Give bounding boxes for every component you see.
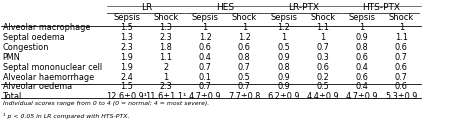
Text: 0.7: 0.7 (238, 82, 251, 92)
Text: Sepsis: Sepsis (270, 13, 297, 22)
Text: 0.2: 0.2 (317, 72, 329, 82)
Text: 5.3±0.9: 5.3±0.9 (385, 92, 418, 101)
Text: 1: 1 (202, 23, 208, 32)
Text: 4.4±0.9: 4.4±0.9 (307, 92, 339, 101)
Text: 0.6: 0.6 (395, 63, 408, 72)
Text: Septal mononuclear cell: Septal mononuclear cell (2, 63, 102, 72)
Text: LR: LR (141, 3, 152, 12)
Text: 0.7: 0.7 (199, 82, 211, 92)
Text: 0.4: 0.4 (356, 82, 368, 92)
Text: 2.3: 2.3 (159, 82, 172, 92)
Text: 1.2: 1.2 (199, 33, 211, 42)
Text: 0.6: 0.6 (356, 72, 368, 82)
Text: 0.8: 0.8 (356, 43, 368, 52)
Text: HTS-PTX: HTS-PTX (363, 3, 401, 12)
Text: 2: 2 (164, 63, 168, 72)
Text: 0.5: 0.5 (317, 82, 329, 92)
Text: 0.9: 0.9 (277, 53, 290, 62)
Text: Alveolar oedema: Alveolar oedema (2, 82, 72, 92)
Text: 1.3: 1.3 (120, 33, 133, 42)
Text: 0.5: 0.5 (277, 43, 290, 52)
Text: 1.8: 1.8 (159, 43, 173, 52)
Text: Shock: Shock (232, 13, 257, 22)
Text: 1.5: 1.5 (120, 23, 133, 32)
Text: ¹ p < 0.05 in LR compared with HTS-PTX.: ¹ p < 0.05 in LR compared with HTS-PTX. (2, 113, 129, 119)
Text: 0.6: 0.6 (356, 53, 368, 62)
Text: HES: HES (216, 3, 234, 12)
Text: 1.5: 1.5 (120, 82, 133, 92)
Text: 0.7: 0.7 (317, 43, 329, 52)
Text: 0.6: 0.6 (395, 43, 408, 52)
Text: 0.6: 0.6 (316, 63, 329, 72)
Text: Sepsis: Sepsis (348, 13, 375, 22)
Text: 2.3: 2.3 (120, 43, 133, 52)
Text: 0.7: 0.7 (199, 63, 211, 72)
Text: Congestion: Congestion (2, 43, 49, 52)
Text: 0.7: 0.7 (238, 63, 251, 72)
Text: 0.3: 0.3 (317, 53, 329, 62)
Text: 12.6±0.9¹: 12.6±0.9¹ (106, 92, 147, 101)
Text: 7.7±0.8: 7.7±0.8 (228, 92, 261, 101)
Text: 1: 1 (320, 33, 326, 42)
Text: LR-PTX: LR-PTX (288, 3, 319, 12)
Text: 0.1: 0.1 (199, 72, 211, 82)
Text: 0.4: 0.4 (199, 53, 211, 62)
Text: 0.8: 0.8 (238, 53, 251, 62)
Text: 1.3: 1.3 (159, 23, 173, 32)
Text: 1.2: 1.2 (238, 33, 251, 42)
Text: Alveolar haemorrhage: Alveolar haemorrhage (2, 72, 94, 82)
Text: 0.9: 0.9 (356, 33, 368, 42)
Text: 0.5: 0.5 (238, 72, 251, 82)
Text: 0.7: 0.7 (395, 53, 408, 62)
Text: Individual scores range from 0 to 4 (0 = normal; 4 = most severe).: Individual scores range from 0 to 4 (0 =… (2, 101, 209, 106)
Text: Shock: Shock (153, 13, 179, 22)
Text: 0.4: 0.4 (356, 63, 368, 72)
Text: Shock: Shock (310, 13, 336, 22)
Text: 0.7: 0.7 (395, 72, 408, 82)
Text: 0.6: 0.6 (238, 43, 251, 52)
Text: Total: Total (2, 92, 22, 101)
Text: 1.9: 1.9 (120, 63, 133, 72)
Text: 1: 1 (242, 23, 247, 32)
Text: 0.8: 0.8 (277, 63, 290, 72)
Text: 2.3: 2.3 (159, 33, 172, 42)
Text: 1: 1 (281, 33, 286, 42)
Text: 11.6±1.1¹: 11.6±1.1¹ (145, 92, 187, 101)
Text: 1: 1 (359, 23, 365, 32)
Text: 1.1: 1.1 (395, 33, 408, 42)
Text: 4.7±0.9: 4.7±0.9 (189, 92, 221, 101)
Text: 4.7±0.9: 4.7±0.9 (346, 92, 378, 101)
Text: PMN: PMN (2, 53, 20, 62)
Text: Shock: Shock (389, 13, 414, 22)
Text: 6.2±0.9: 6.2±0.9 (267, 92, 300, 101)
Text: 1: 1 (399, 23, 404, 32)
Text: 0.9: 0.9 (277, 82, 290, 92)
Text: Sepsis: Sepsis (113, 13, 140, 22)
Text: 1.2: 1.2 (277, 23, 290, 32)
Text: Septal oedema: Septal oedema (2, 33, 64, 42)
Text: Alveolar macrophage: Alveolar macrophage (2, 23, 90, 32)
Text: 0.9: 0.9 (277, 72, 290, 82)
Text: 1.9: 1.9 (120, 53, 133, 62)
Text: 2.4: 2.4 (120, 72, 133, 82)
Text: 0.6: 0.6 (395, 82, 408, 92)
Text: 1.1: 1.1 (159, 53, 173, 62)
Text: 1: 1 (163, 72, 168, 82)
Text: 1.1: 1.1 (316, 23, 329, 32)
Text: 0.6: 0.6 (199, 43, 211, 52)
Text: Sepsis: Sepsis (191, 13, 219, 22)
